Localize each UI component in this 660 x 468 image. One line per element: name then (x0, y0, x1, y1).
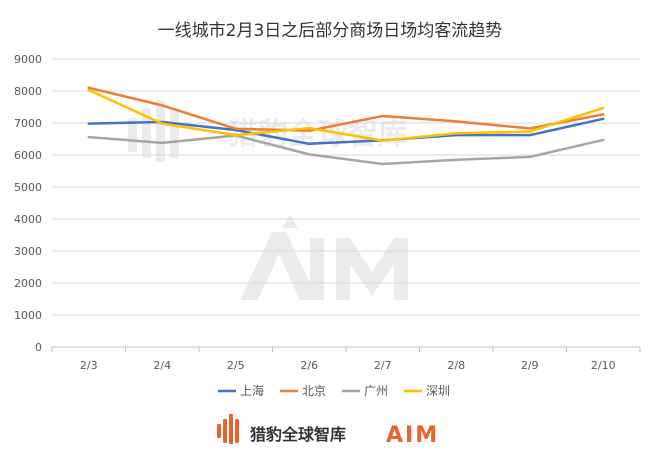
x-tick-label: 2/9 (521, 359, 539, 372)
watermark-bars-icon (128, 100, 179, 162)
legend-label: 上海 (240, 383, 264, 398)
y-tick-label: 3000 (14, 245, 42, 258)
x-tick-label: 2/5 (227, 359, 245, 372)
y-tick-label: 4000 (14, 213, 42, 226)
y-tick-label: 8000 (14, 85, 42, 98)
legend-label: 北京 (302, 384, 326, 398)
footer-aim-logo: AIM (386, 423, 439, 448)
watermark-aim-icon (240, 214, 408, 300)
chart-title: 一线城市2月3日之后部分商场日场均客流趋势 (158, 21, 503, 41)
series-lines (87, 86, 605, 166)
x-tick-label: 2/10 (591, 359, 616, 372)
y-tick-label: 7000 (14, 117, 42, 130)
series-line-0 (87, 117, 605, 146)
series-line-2 (87, 134, 605, 166)
legend: 上海 北京 广州 深圳 (218, 383, 450, 398)
x-tick-label: 2/3 (80, 359, 98, 372)
y-tick-label: 2000 (14, 277, 42, 290)
y-tick-label: 0 (35, 341, 42, 354)
footer-bars-icon (217, 414, 239, 444)
x-tick-label: 2/4 (153, 359, 171, 372)
series-line-1 (87, 86, 605, 132)
y-tick-label: 9000 (14, 53, 42, 66)
series-line-3 (87, 88, 605, 142)
x-axis: 2/3 2/4 2/5 2/6 2/7 2/8 2/9 2/10 (51, 347, 641, 372)
legend-label: 广州 (364, 384, 388, 398)
y-tick-label: 5000 (14, 181, 42, 194)
x-tick-label: 2/8 (447, 359, 465, 372)
legend-label: 深圳 (426, 384, 450, 398)
y-tick-label: 6000 (14, 149, 42, 162)
x-tick-label: 2/6 (300, 359, 318, 372)
y-axis: 0 1000 2000 3000 4000 5000 6000 7000 8000 9000 (14, 53, 42, 354)
gridlines (52, 58, 640, 348)
footer-brand-name: 猎豹全球智库 (250, 425, 346, 444)
y-tick-label: 1000 (14, 309, 42, 322)
x-tick-label: 2/7 (374, 359, 392, 372)
footer-brand: 猎豹全球智库 AIM (217, 414, 439, 448)
